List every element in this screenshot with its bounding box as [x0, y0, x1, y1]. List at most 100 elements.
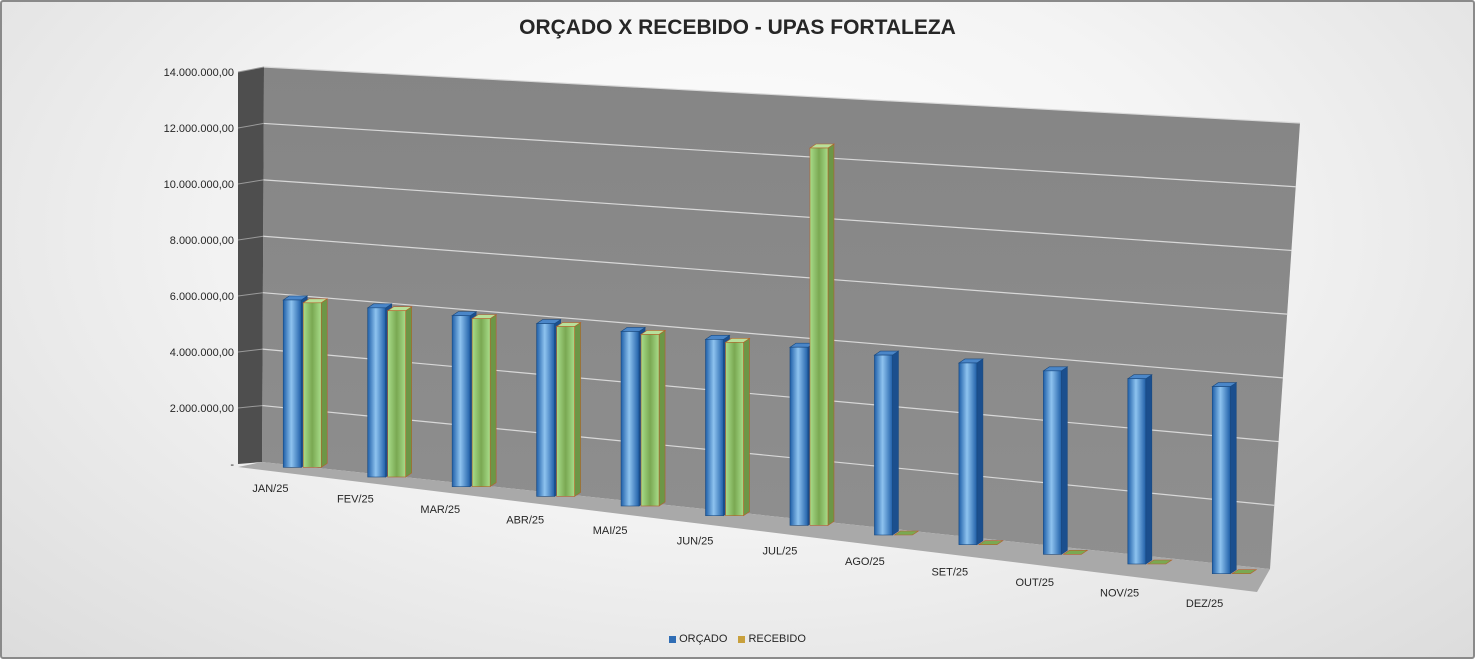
bar-recebido: [724, 337, 751, 517]
x-tick-label: SET/25: [931, 567, 968, 579]
gridline-side: [237, 235, 264, 241]
bar-orcado-front: [1043, 370, 1062, 555]
gridline-side: [237, 122, 264, 129]
x-tick-label: OUT/25: [1015, 577, 1054, 589]
bar-recebido-front: [302, 302, 322, 468]
bar-orcado-front: [282, 299, 302, 468]
x-tick-label: AGO/25: [845, 556, 885, 568]
bar-orcado-front: [958, 362, 978, 545]
gridline: [262, 404, 1275, 506]
x-tick-label: MAR/25: [420, 504, 460, 516]
gridline-side: [237, 348, 263, 353]
gridline-side: [237, 405, 263, 409]
y-tick-label: -: [230, 459, 234, 471]
bar-recebido: [640, 329, 667, 507]
bar-orcado-front: [620, 331, 640, 507]
bar-orcado-side: [1061, 366, 1068, 555]
bar-orcado-side: [892, 350, 899, 536]
legend: ORÇADO RECEBIDO: [2, 633, 1473, 645]
y-tick-label: 6.000.000,00: [170, 291, 234, 303]
bar-recebido-side: [658, 329, 666, 507]
x-tick-label: JUN/25: [677, 535, 714, 547]
bar-orcado-front: [367, 307, 386, 478]
bar-recebido-side: [574, 321, 581, 497]
bar-orcado-front: [705, 339, 724, 516]
bar-recebido-side: [320, 298, 328, 468]
x-tick-label: JUL/25: [763, 546, 798, 558]
chart-title: ORÇADO X RECEBIDO - UPAS FORTALEZA: [519, 16, 956, 39]
side-wall: [238, 67, 264, 464]
bar-orcado-side: [1145, 374, 1153, 565]
bar-orcado-front: [874, 354, 893, 536]
bar-recebido-front: [387, 310, 406, 478]
bar-orcado-side: [1229, 382, 1237, 575]
bar-recebido: [386, 306, 413, 478]
bar-orcado: [957, 358, 984, 546]
legend-item-recebido: RECEBIDO: [738, 633, 806, 645]
floor: [238, 462, 1270, 592]
x-tick-label: NOV/25: [1100, 587, 1139, 599]
x-tick-label: JAN/25: [252, 483, 288, 495]
gridline-side: [237, 179, 264, 185]
bar-recebido-side: [827, 143, 835, 526]
bar-orcado-front: [1127, 378, 1147, 565]
bar-recebido-top: [977, 540, 1004, 545]
y-tick-label: 8.000.000,00: [170, 235, 234, 247]
x-tick-label: FEV/25: [337, 494, 374, 506]
y-tick-label: 2.000.000,00: [170, 403, 234, 415]
bar-recebido-front: [556, 326, 575, 497]
gridline-side: [237, 66, 265, 73]
bar-recebido-front: [640, 334, 660, 507]
bar-recebido: [893, 530, 920, 536]
legend-label-recebido: RECEBIDO: [748, 633, 806, 645]
legend-label-orcado: ORÇADO: [679, 633, 728, 645]
bar-recebido: [1062, 550, 1089, 555]
bar-orcado-front: [789, 346, 809, 526]
bar-recebido-front: [725, 342, 744, 516]
y-tick-label: 12.000.000,00: [164, 123, 234, 135]
bar-recebido-top: [1146, 559, 1173, 565]
gridline: [262, 292, 1283, 379]
bar-orcado-front: [1211, 386, 1231, 574]
back-wall: [262, 67, 1300, 569]
bar-recebido-top: [1231, 569, 1258, 574]
gridline: [262, 348, 1279, 443]
bar-orcado-side: [976, 358, 984, 546]
gridline: [263, 235, 1288, 315]
gridline: [263, 66, 1301, 124]
bar-orcado-front: [451, 315, 471, 487]
bar-recebido: [555, 321, 582, 497]
bar-recebido: [302, 298, 329, 468]
bar-recebido-side: [489, 314, 497, 488]
legend-swatch-orcado: [669, 635, 677, 643]
gridline-side: [237, 292, 263, 297]
bar-recebido-side: [743, 337, 750, 517]
x-tick-label: ABR/25: [506, 514, 544, 526]
bar-orcado-front: [536, 323, 555, 497]
bar-recebido: [808, 143, 835, 526]
x-tick-label: MAI/25: [593, 525, 628, 537]
y-tick-label: 14.000.000,00: [164, 67, 234, 79]
legend-swatch-recebido: [738, 635, 746, 643]
bar-recebido-front: [471, 318, 491, 487]
bar-recebido-front: [809, 147, 829, 526]
bar-orcado: [1126, 374, 1153, 565]
bar-recebido-top: [1062, 550, 1089, 555]
bar-recebido-side: [405, 306, 412, 478]
bar-orcado: [282, 295, 309, 468]
bar-orcado: [1211, 382, 1238, 575]
x-tick-label: DEZ/25: [1186, 598, 1223, 610]
legend-item-orcado: ORÇADO: [669, 633, 727, 645]
bar-recebido: [471, 314, 498, 488]
bar-orcado: [1042, 366, 1069, 555]
bar-recebido: [1231, 569, 1258, 574]
bar-orcado: [873, 350, 900, 536]
bar-recebido: [977, 540, 1004, 545]
y-tick-label: 10.000.000,00: [164, 179, 234, 191]
gridline: [263, 179, 1292, 252]
bar-recebido: [1146, 559, 1173, 565]
bar-recebido-top: [893, 530, 920, 536]
y-tick-label: 4.000.000,00: [170, 347, 234, 359]
